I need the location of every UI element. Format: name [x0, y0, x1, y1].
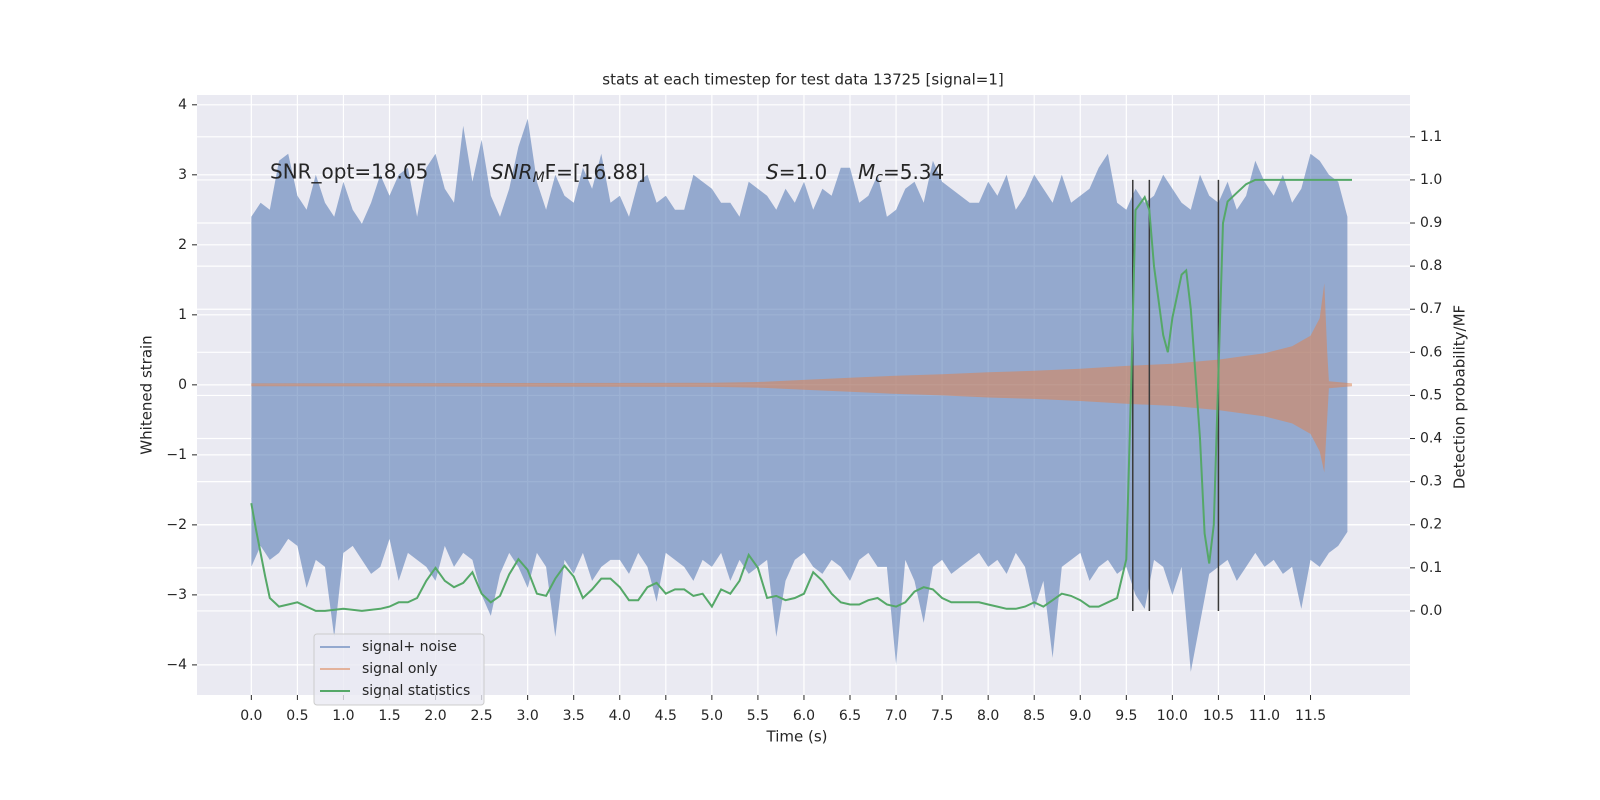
signal-area [251, 384, 1348, 672]
y2-tick-label: 0.9 [1420, 215, 1442, 231]
x-tick-label: 6.5 [839, 708, 861, 724]
chart-title: stats at each timestep for test data 137… [602, 71, 1003, 89]
x-tick-label: 6.0 [793, 708, 815, 724]
y-tick-label: −1 [166, 447, 187, 463]
x-tick-label: 10.5 [1203, 708, 1234, 724]
x-tick-label: 3.0 [517, 708, 539, 724]
y-tick-label: 3 [178, 167, 187, 183]
annotation: S=1.0 [766, 160, 827, 184]
x-tick-label: 5.0 [701, 708, 723, 724]
x-tick-label: 0.5 [286, 708, 308, 724]
x-tick-label: 8.5 [1023, 708, 1045, 724]
series-line [250, 178, 1352, 612]
annotation-part: =1.0 [779, 160, 828, 184]
y2-tick-label: 0.5 [1420, 387, 1442, 403]
y2-tick-label: 0.3 [1420, 474, 1442, 490]
signal-area [251, 118, 1348, 385]
annotation-part: M [858, 160, 875, 184]
y2-tick-label: 0.8 [1420, 258, 1442, 274]
signal-area [251, 283, 1352, 385]
x-tick-label: 7.0 [885, 708, 907, 724]
y2-tick-label: 0.6 [1420, 344, 1442, 360]
y-tick-label: −4 [166, 657, 187, 673]
x-tick-label: 0.0 [240, 708, 262, 724]
x-tick-label: 9.5 [1115, 708, 1137, 724]
annotation: SNR_opt=18.05 [270, 160, 428, 184]
x-tick-label: 2.5 [470, 708, 492, 724]
y-tick-label: 1 [178, 307, 187, 323]
annotation: SNRMF=[16.88] [491, 160, 646, 187]
legend-label: signal statistics [362, 683, 470, 699]
annotation-sub: c [875, 170, 883, 186]
y-tick-label: 0 [178, 377, 187, 393]
y-tick-label: 2 [178, 237, 187, 253]
annotation-part: =5.34 [883, 160, 944, 184]
x-axis-label: Time (s) [766, 728, 828, 746]
y2-tick-label: 1.0 [1420, 172, 1442, 188]
x-tick-label: 11.0 [1249, 708, 1280, 724]
x-tick-label: 8.0 [977, 708, 999, 724]
x-tick-label: 4.5 [655, 708, 677, 724]
x-tick-label: 1.0 [332, 708, 354, 724]
y-tick-label: −3 [166, 587, 187, 603]
legend-label: signal+ noise [362, 639, 457, 655]
y2-tick-label: 1.1 [1420, 129, 1442, 145]
x-tick-label: 9.0 [1069, 708, 1091, 724]
signal-area [251, 384, 1352, 473]
x-tick-label: 10.0 [1157, 708, 1188, 724]
y-tick-label: −2 [166, 517, 187, 533]
annotation-part: SNR [491, 160, 533, 184]
y2-tick-label: 0.7 [1420, 301, 1442, 317]
y2-tick-label: 0.2 [1420, 517, 1442, 533]
x-tick-label: 7.5 [931, 708, 953, 724]
y-axis-label: Whitened strain [138, 335, 156, 454]
annotation-part: F=[16.88] [545, 160, 646, 184]
legend-label: signal only [362, 661, 437, 677]
y2-tick-label: 0.4 [1420, 431, 1442, 447]
x-tick-label: 1.5 [378, 708, 400, 724]
annotation: Mc=5.34 [858, 160, 944, 187]
x-tick-label: 5.5 [747, 708, 769, 724]
y2-tick-label: 0.1 [1420, 560, 1442, 576]
x-tick-label: 2.0 [424, 708, 446, 724]
legend-box [313, 633, 485, 706]
annotation-sub: M [533, 170, 545, 186]
x-tick-label: 4.0 [609, 708, 631, 724]
y-tick-label: 4 [178, 97, 187, 113]
y2-tick-label: 0.0 [1420, 603, 1442, 619]
x-tick-label: 11.5 [1295, 708, 1326, 724]
annotation-part: S [766, 160, 779, 184]
y2-axis-label: Detection probability/MF [1451, 305, 1469, 489]
x-tick-label: 3.5 [563, 708, 585, 724]
